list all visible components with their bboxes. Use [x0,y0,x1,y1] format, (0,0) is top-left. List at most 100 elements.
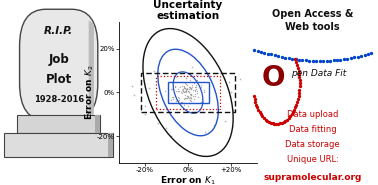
Point [186,86,192,89]
Point [182,87,188,90]
Point [187,87,193,90]
Point [170,97,176,100]
Point [186,91,192,94]
Point [181,87,187,90]
Point [180,101,186,104]
Point [186,87,192,90]
Title: Uncertainty
estimation: Uncertainty estimation [153,0,223,21]
FancyBboxPatch shape [20,9,98,120]
Point [173,99,179,102]
Point [182,93,188,96]
Point [181,86,187,89]
Point [230,109,236,112]
Point [188,100,194,103]
Text: Data storage: Data storage [285,140,340,149]
Point [177,86,183,89]
Point [188,94,194,97]
Point [226,80,232,83]
Point [184,87,191,90]
Point [189,66,195,69]
Point [178,100,184,103]
Point [192,89,198,92]
Point [198,99,204,102]
Point [146,87,152,90]
Point [183,96,189,99]
Point [211,124,217,127]
Point [232,100,239,103]
Point [183,89,189,92]
Point [197,86,203,89]
Polygon shape [108,133,113,157]
Point [187,87,194,90]
Text: O: O [262,64,285,92]
Point [188,97,194,100]
Point [169,96,175,99]
Point [188,97,194,100]
Point [180,89,186,92]
Point [168,135,174,138]
Text: R.I.P.: R.I.P. [44,26,73,36]
Point [186,91,192,94]
Point [181,91,187,94]
Point [188,93,194,96]
Bar [167,82,209,103]
Point [185,104,191,107]
Point [228,91,234,94]
Point [186,86,192,89]
Point [181,101,187,104]
Point [178,91,184,94]
Point [175,98,181,101]
Text: pen Data Fit: pen Data Fit [291,70,346,78]
Point [182,87,188,90]
Text: Job: Job [48,53,69,66]
Point [180,88,186,90]
Text: Open Access &
Web tools: Open Access & Web tools [272,9,353,32]
Point [168,99,174,102]
Point [198,100,204,103]
Point [187,98,193,101]
Point [178,102,184,105]
Point [181,90,187,93]
Point [190,89,196,92]
Point [192,95,198,98]
Point [222,120,228,122]
Point [194,73,200,76]
Point [170,96,176,99]
Point [181,84,187,87]
Point [191,97,197,100]
Point [183,77,189,80]
Point [142,113,148,116]
Point [188,88,194,91]
Point [194,84,200,87]
Point [188,93,194,96]
Point [150,69,156,72]
Polygon shape [95,115,101,133]
Point [186,97,192,100]
Point [201,91,208,94]
Point [201,89,207,92]
Point [191,82,197,85]
Point [202,131,208,134]
Point [180,89,186,92]
Point [217,71,223,74]
Point [179,85,185,88]
Point [172,85,178,88]
Point [183,90,189,93]
Point [194,78,200,81]
Bar [4,133,113,157]
Point [183,82,189,85]
Point [183,77,189,80]
Point [173,90,179,93]
Y-axis label: Error on $K_2$: Error on $K_2$ [83,65,96,120]
Point [198,85,204,88]
Point [188,93,194,96]
Point [192,92,198,95]
Point [138,82,144,85]
Text: Data upload: Data upload [287,110,338,119]
Point [183,90,189,93]
Point [180,81,186,84]
Point [198,84,204,87]
Point [129,84,135,87]
Point [185,95,191,98]
Point [185,94,191,97]
